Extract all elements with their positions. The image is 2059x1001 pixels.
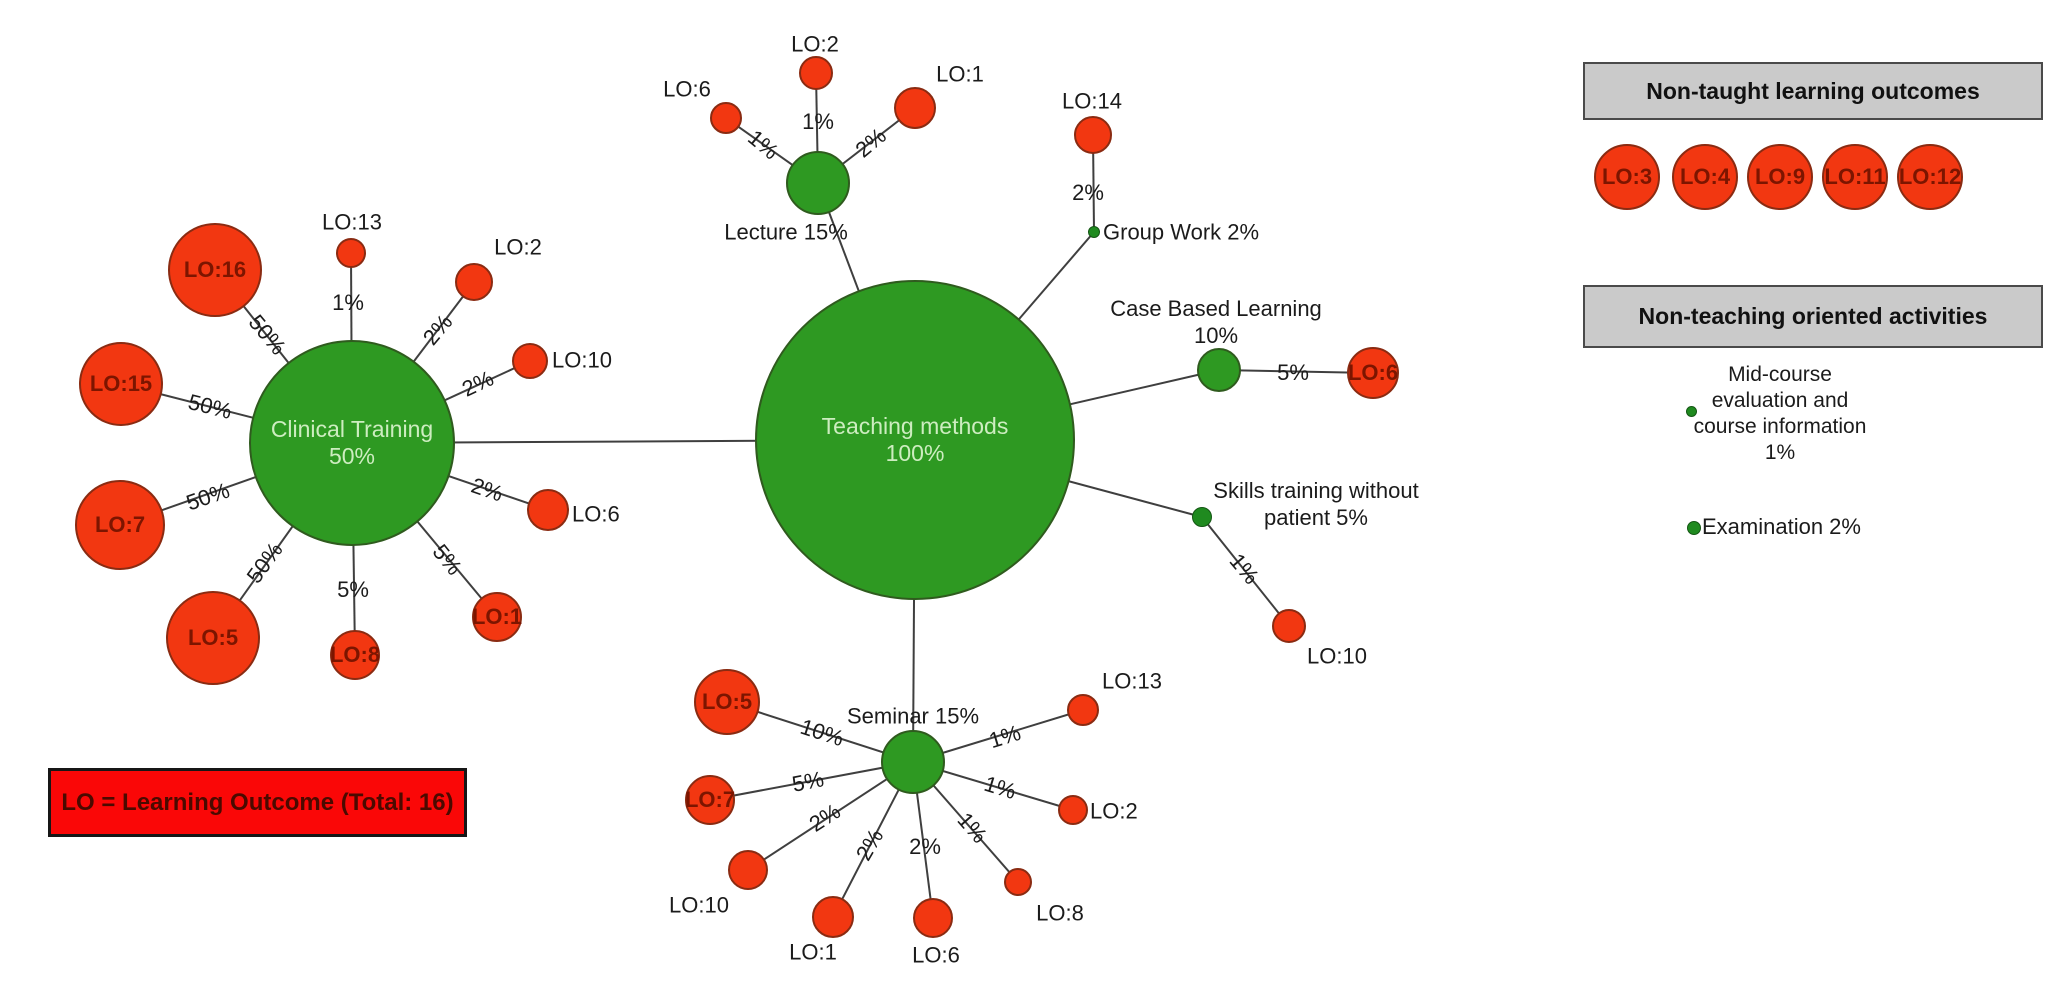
node-non-taught-lo4: LO:4 — [1672, 144, 1738, 210]
node-inner-label-lo16: LO:16 — [183, 257, 247, 283]
node-lo6_cbl: LO:6 — [1347, 347, 1399, 399]
edge-skills-lo10_sk — [1201, 516, 1290, 627]
node-inner-label-lo5_sem: LO:5 — [701, 689, 753, 715]
examination-bullet-dot — [1687, 521, 1701, 535]
node-lo2_sem — [1058, 795, 1088, 825]
mid-course-bullet-dot — [1686, 406, 1697, 417]
node-clinical: Clinical Training 50% — [249, 340, 455, 546]
node-lo10_sem — [728, 850, 768, 890]
node-inner-label-lo6_cbl: LO:6 — [1347, 360, 1399, 386]
node-lo10_cl — [512, 343, 548, 379]
node-label-lo2_cl: LO:2 — [494, 234, 542, 260]
node-label-lo6_cl: LO:6 — [572, 501, 620, 527]
node-skills — [1192, 507, 1212, 527]
node-label-lo10_cl: LO:10 — [552, 347, 612, 373]
node-label-lo13: LO:13 — [322, 209, 382, 235]
node-inner-label-lo1_cl: LO:1 — [471, 604, 523, 630]
node-lo10_sk — [1272, 609, 1306, 643]
node-label-lo6_sem: LO:6 — [912, 942, 960, 968]
node-inner-label-lo7: LO:7 — [94, 512, 146, 538]
mid-course-label: Mid-course evaluation and course informa… — [1693, 363, 1867, 464]
node-lo13 — [336, 238, 366, 268]
edge-seminar-lo7_sem — [709, 761, 914, 801]
node-label-seminar: Seminar 15% — [846, 703, 980, 729]
non-teaching-header-title: Non-teaching oriented activities — [1638, 303, 1988, 329]
edge-label-groupwork-lo14: 2% — [1072, 180, 1104, 205]
node-lo16: LO:16 — [168, 223, 262, 317]
node-inner-label-non-taught-lo3: LO:3 — [1601, 164, 1653, 190]
node-non-taught-lo9: LO:9 — [1747, 144, 1813, 210]
legend-text: LO = Learning Outcome (Total: 16) — [61, 788, 454, 816]
legend-box: LO = Learning Outcome (Total: 16) — [48, 768, 467, 837]
node-lo6_cl — [527, 489, 569, 531]
node-lo7_sem: LO:7 — [685, 775, 735, 825]
node-lecture — [786, 151, 850, 215]
node-inner-label-lo7_sem: LO:7 — [684, 787, 736, 813]
node-lo6_lec — [710, 102, 742, 134]
node-label-lecture: Lecture 15% — [724, 219, 848, 245]
edge-seminar-lo10_sem — [747, 761, 914, 871]
node-lo14 — [1074, 116, 1112, 154]
node-lo5_sem: LO:5 — [694, 669, 760, 735]
non-taught-header: Non-taught learning outcomes — [1583, 62, 2043, 120]
edge-label-lecture-lo2_lec: 1% — [802, 109, 834, 134]
node-label-lo2_sem: LO:2 — [1090, 798, 1138, 824]
node-lo5: LO:5 — [166, 591, 260, 685]
node-non-taught-lo11: LO:11 — [1822, 144, 1888, 210]
node-inner-label-teaching: Teaching methods 100% — [821, 412, 1009, 466]
node-lo2_cl — [455, 263, 493, 301]
node-lo7: LO:7 — [75, 480, 165, 570]
node-inner-label-non-taught-lo11: LO:11 — [1824, 164, 1886, 190]
node-label-lo8_sem: LO:8 — [1036, 900, 1084, 926]
node-lo6_sem — [913, 898, 953, 938]
node-label-lo2_lec: LO:2 — [791, 31, 839, 57]
node-lo8_cl: LO:8 — [330, 630, 380, 680]
node-lo1_lec — [894, 87, 936, 129]
node-lo15: LO:15 — [79, 342, 163, 426]
node-inner-label-clinical: Clinical Training 50% — [270, 415, 434, 469]
node-label-lo14: LO:14 — [1062, 88, 1122, 114]
node-lo8_sem — [1004, 868, 1032, 896]
node-inner-label-lo5: LO:5 — [187, 625, 239, 651]
node-non-taught-lo12: LO:12 — [1897, 144, 1963, 210]
node-label-lo1_lec: LO:1 — [936, 61, 984, 87]
node-cbl — [1197, 348, 1241, 392]
node-lo2_lec — [799, 56, 833, 90]
node-teaching: Teaching methods 100% — [755, 280, 1075, 600]
node-label-lo6_lec: LO:6 — [663, 76, 711, 102]
node-label-groupwork: Group Work 2% — [1103, 219, 1260, 245]
node-lo13_sem — [1067, 694, 1099, 726]
node-seminar — [881, 730, 945, 794]
non-teaching-header: Non-teaching oriented activities — [1583, 285, 2043, 348]
node-non-taught-lo3: LO:3 — [1594, 144, 1660, 210]
node-inner-label-non-taught-lo9: LO:9 — [1754, 164, 1806, 190]
node-lo1_cl: LO:1 — [472, 592, 522, 642]
node-inner-label-lo8_cl: LO:8 — [329, 642, 381, 668]
examination-label: Examination 2% — [1702, 514, 1861, 539]
edge-label-clinical-lo13: 1% — [332, 290, 364, 315]
node-label-cbl: Case Based Learning 10% — [1110, 296, 1322, 348]
node-label-skills: Skills training without patient 5% — [1213, 478, 1419, 530]
node-label-lo1_sem: LO:1 — [789, 939, 837, 965]
edge-label-cbl-lo6_cbl: 5% — [1277, 360, 1309, 385]
node-inner-label-lo15: LO:15 — [89, 371, 153, 397]
node-lo1_sem — [812, 896, 854, 938]
node-label-lo10_sem: LO:10 — [669, 892, 729, 918]
edge-label-seminar-lo6_sem: 2% — [909, 834, 941, 859]
node-label-lo10_sk: LO:10 — [1307, 643, 1367, 669]
edge-label-clinical-lo8_cl: 5% — [337, 577, 369, 602]
node-inner-label-non-taught-lo12: LO:12 — [1898, 164, 1962, 190]
node-inner-label-non-taught-lo4: LO:4 — [1679, 164, 1731, 190]
non-taught-header-title: Non-taught learning outcomes — [1646, 77, 1980, 104]
node-label-lo13_sem: LO:13 — [1102, 668, 1162, 694]
node-groupwork — [1088, 226, 1100, 238]
